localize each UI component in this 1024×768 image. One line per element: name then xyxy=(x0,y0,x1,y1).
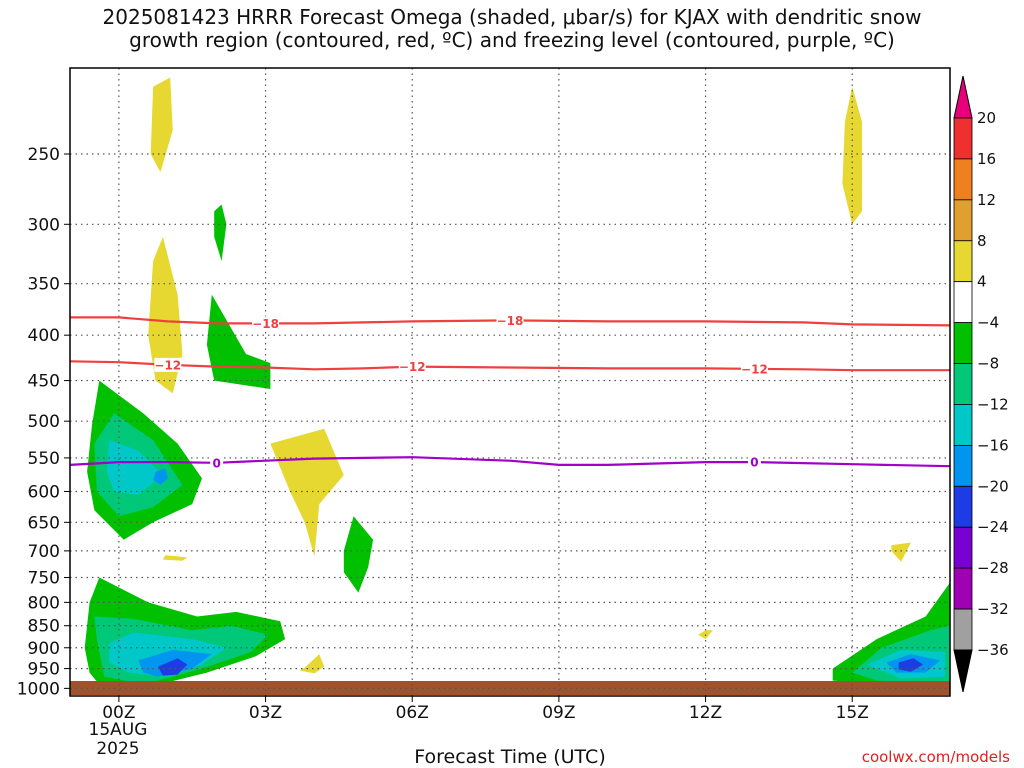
colorbar-swatch-2 xyxy=(953,199,973,242)
xtick-03Z: 03Z xyxy=(249,703,282,723)
colorbar-swatch-9 xyxy=(953,485,973,528)
ytick-750: 750 xyxy=(28,568,60,588)
colorbar-label-2: 12 xyxy=(977,191,996,209)
colorbar-label-6: −8 xyxy=(977,355,999,373)
colorbar-label-8: −16 xyxy=(977,436,1009,454)
ytick-1000: 1000 xyxy=(17,679,60,699)
dgz-contour-1-label-bg-1 xyxy=(398,359,426,374)
x-date-year: 2025 xyxy=(96,739,139,759)
ytick-600: 600 xyxy=(28,482,60,502)
colorbar-swatch-11 xyxy=(953,567,973,610)
colorbar-top-arrow xyxy=(953,75,973,119)
colorbar-swatch-12 xyxy=(953,608,973,651)
dgz-contour-1-label-0: −12 xyxy=(154,358,181,372)
dgz-contour-0-label-0: −18 xyxy=(252,317,279,331)
ytick-850: 850 xyxy=(28,617,60,637)
omega-region-4 xyxy=(162,555,188,561)
dgz-contour-1-label-1: −12 xyxy=(399,360,426,374)
freezing-level-contour-label-bg-1 xyxy=(747,455,761,470)
xtick-09Z: 09Z xyxy=(542,703,575,723)
dgz-contour-0 xyxy=(70,316,951,327)
xtick-06Z: 06Z xyxy=(396,703,429,723)
colorbar-swatch-3 xyxy=(953,240,973,283)
colorbar-label-1: 16 xyxy=(977,150,996,168)
omega-region-11 xyxy=(343,516,374,593)
ytick-950: 950 xyxy=(28,660,60,680)
colorbar-swatch-6 xyxy=(953,363,973,405)
plot-background xyxy=(70,68,950,696)
title-line-2: growth region (contoured, red, ºC) and f… xyxy=(129,28,895,52)
ytick-250: 250 xyxy=(28,145,60,165)
x-date-day: 15AUG xyxy=(89,720,148,740)
colorbar-swatch-4 xyxy=(953,281,973,324)
ytick-550: 550 xyxy=(28,449,60,469)
colorbar: 20 16 12 8 4 −4 −8 −12 −16 −20 −24 −28 −32 −36 xyxy=(953,75,1009,693)
omega-region-24 xyxy=(898,658,924,672)
ytick-700: 700 xyxy=(28,542,60,562)
colorbar-label-11: −28 xyxy=(977,559,1009,577)
colorbar-label-13: −36 xyxy=(977,641,1009,659)
dgz-contour-0-label-1: −18 xyxy=(497,314,524,328)
x-axis-ticks: 00Z 03Z 06Z 09Z 12Z 15Z xyxy=(102,696,869,723)
colorbar-label-3: 8 xyxy=(977,232,987,250)
xtick-12Z: 12Z xyxy=(689,703,722,723)
omega-region-23 xyxy=(158,658,188,676)
ytick-350: 350 xyxy=(28,275,60,295)
colorbar-swatch-0 xyxy=(953,117,973,160)
omega-region-20 xyxy=(153,468,168,485)
freezing-level-contour xyxy=(69,456,951,468)
colorbar-label-7: −12 xyxy=(977,395,1009,413)
freezing-level-contour-label-1: 0 xyxy=(750,456,758,470)
title-line-1: 2025081423 HRRR Forecast Omega (shaded, … xyxy=(102,5,922,29)
colorbar-swatch-10 xyxy=(953,526,973,569)
ytick-450: 450 xyxy=(28,372,60,392)
ytick-400: 400 xyxy=(28,326,60,346)
colorbar-bottom-arrow xyxy=(953,649,973,693)
colorbar-swatch-7 xyxy=(953,404,973,446)
ytick-500: 500 xyxy=(28,412,60,432)
omega-region-8 xyxy=(214,204,227,261)
colorbar-label-12: −32 xyxy=(977,600,1009,618)
ytick-300: 300 xyxy=(28,215,60,235)
xtick-15Z: 15Z xyxy=(836,703,869,723)
omega-region-9 xyxy=(206,294,271,389)
omega-shading xyxy=(84,77,950,689)
plot-frame xyxy=(69,67,951,697)
ytick-800: 800 xyxy=(28,593,60,613)
dgz-contour-0-label-bg-1 xyxy=(496,313,524,328)
omega-region-17 xyxy=(106,440,163,495)
ytick-900: 900 xyxy=(28,639,60,659)
colorbar-swatch-8 xyxy=(953,444,973,487)
omega-region-7 xyxy=(891,542,911,562)
colorbar-label-0: 20 xyxy=(977,109,996,127)
colorbar-swatch-1 xyxy=(953,158,973,201)
dgz-contour-1-label-bg-2 xyxy=(740,361,768,376)
temperature-contours: −18 −18 −12 −12 −12 0 0 xyxy=(69,313,951,470)
colorbar-label-4: 4 xyxy=(977,273,987,291)
dgz-contour-1-label-2: −12 xyxy=(741,362,768,376)
omega-region-0 xyxy=(150,77,173,173)
y-axis-ticks: 2503003504004505005506006507007508008509… xyxy=(17,145,70,699)
omega-region-5 xyxy=(842,86,862,225)
colorbar-label-5: −4 xyxy=(977,314,999,332)
colorbar-label-10: −24 xyxy=(977,518,1009,536)
chart-title: 2025081423 HRRR Forecast Omega (shaded, … xyxy=(0,6,1024,52)
freezing-level-contour-label-bg-0 xyxy=(210,455,224,470)
x-axis-label: Forecast Time (UTC) xyxy=(414,746,606,768)
colorbar-label-9: −20 xyxy=(977,477,1009,495)
colorbar-swatch-5 xyxy=(953,322,973,364)
dgz-contour-0-label-bg-0 xyxy=(252,316,280,331)
credit-text: coolwx.com/models xyxy=(861,748,1010,766)
ytick-650: 650 xyxy=(28,513,60,533)
xtick-00Z: 00Z xyxy=(102,703,135,723)
omega-region-1 xyxy=(148,236,183,394)
gridlines xyxy=(70,68,950,696)
freezing-level-contour-label-0: 0 xyxy=(212,456,220,470)
dgz-contour-1-label-bg-0 xyxy=(154,357,182,372)
